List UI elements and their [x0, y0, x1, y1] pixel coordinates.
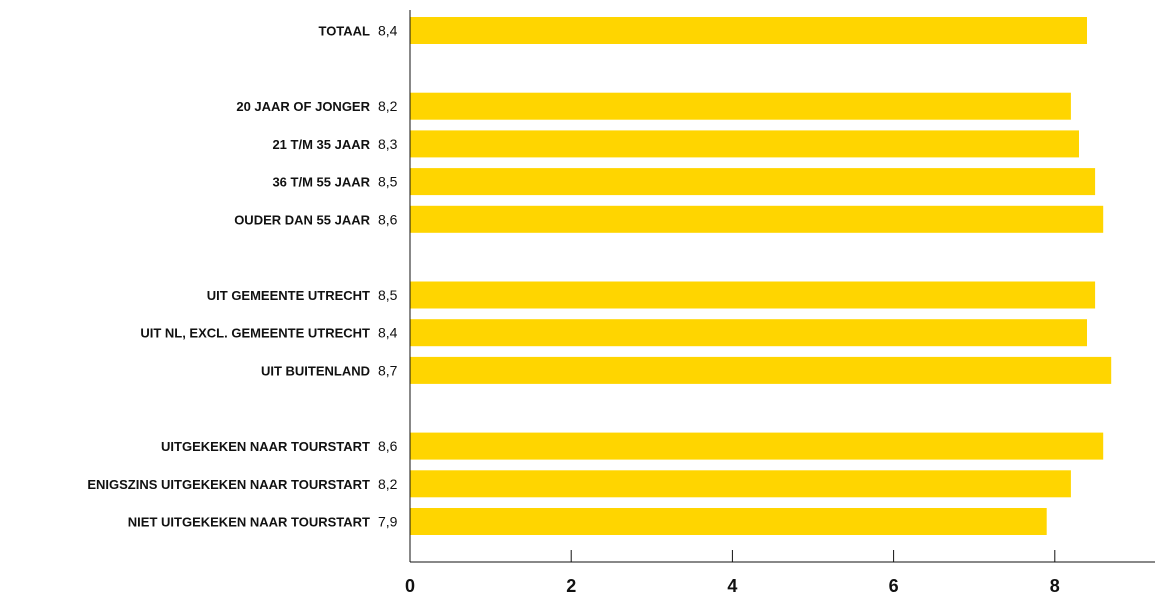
labels-layer: 8,4 TOTAAL 8,2 20 JAAR OF JONGER 8,3 21 T/M 3… [87, 23, 397, 530]
bar [410, 508, 1047, 535]
bar [410, 281, 1096, 309]
bar [410, 130, 1079, 158]
category-label: TOTAAL [318, 24, 370, 39]
x-tick-label: 2 [566, 576, 576, 596]
bar [410, 470, 1071, 498]
value-label: 7,9 [378, 514, 398, 530]
category-label: UITGEKEKEN NAAR TOURSTART [161, 439, 370, 454]
bar [410, 205, 1104, 233]
value-label: 8,4 [378, 325, 398, 341]
category-label: UIT GEMEENTE UTRECHT [207, 288, 370, 303]
x-tick-label: 6 [889, 576, 899, 596]
bar [410, 432, 1104, 460]
category-label: OUDER DAN 55 JAAR [234, 212, 370, 227]
value-label: 8,5 [378, 174, 398, 190]
value-label: 8,2 [378, 98, 398, 114]
x-tick-label: 4 [727, 576, 737, 596]
value-label: 8,3 [378, 136, 398, 152]
value-label: 8,6 [378, 438, 398, 454]
category-label: 20 JAAR OF JONGER [236, 99, 370, 114]
category-label: UIT BUITENLAND [261, 363, 370, 378]
bars-layer [410, 17, 1112, 535]
x-tick-label: 0 [405, 576, 415, 596]
value-label: 8,7 [378, 362, 398, 378]
bar [410, 92, 1071, 120]
x-tick-label: 8 [1050, 576, 1060, 596]
category-label: 21 T/M 35 JAAR [272, 137, 370, 152]
category-label: ENIGSZINS UITGEKEKEN NAAR TOURSTART [87, 477, 370, 492]
category-label: UIT NL, EXCL. GEMEENTE UTRECHT [140, 326, 370, 341]
category-label: 36 T/M 55 JAAR [272, 175, 370, 190]
category-label: NIET UITGEKEKEN NAAR TOURSTART [128, 515, 370, 530]
bar [410, 356, 1112, 384]
value-label: 8,4 [378, 23, 398, 39]
value-label: 8,6 [378, 211, 398, 227]
value-label: 8,5 [378, 287, 398, 303]
value-label: 8,2 [378, 476, 398, 492]
bar [410, 17, 1087, 44]
bar [410, 168, 1096, 196]
axes-layer: 0 2 4 6 8 [405, 10, 1155, 596]
bar [410, 319, 1087, 347]
